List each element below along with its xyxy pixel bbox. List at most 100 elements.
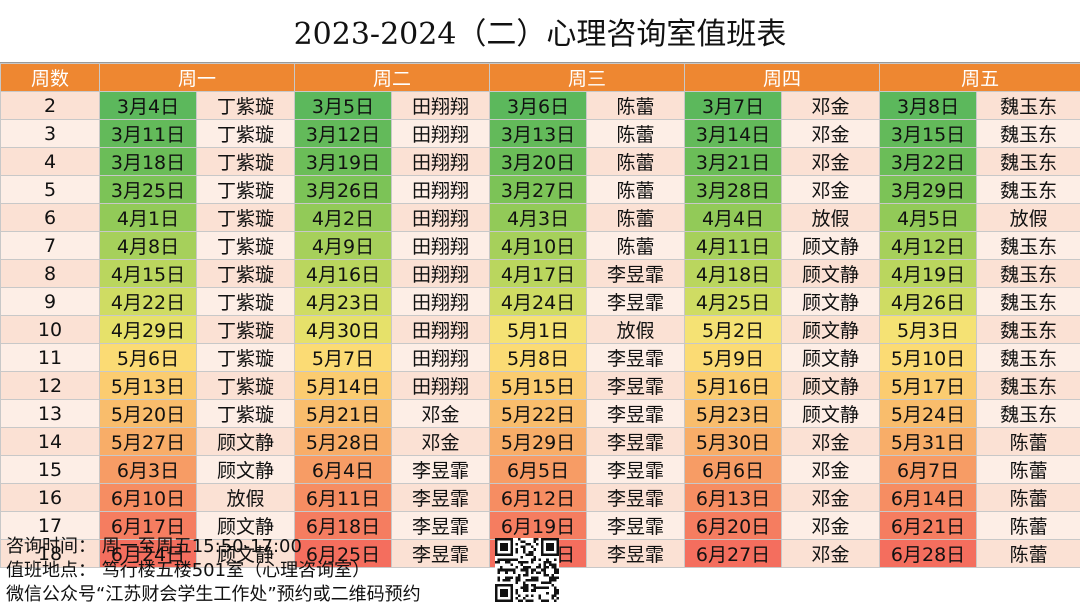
staff-name-cell: 顾文静 — [781, 371, 881, 400]
date-cell: 5月14日 — [294, 371, 393, 400]
date-cell: 4月10日 — [489, 231, 588, 260]
date-cell: 5月17日 — [879, 371, 978, 400]
staff-name-cell: 丁紫璇 — [195, 203, 296, 232]
staff-name-cell: 陈蕾 — [976, 483, 1080, 512]
date-cell: 6月20日 — [684, 511, 783, 540]
week-number: 15 — [0, 455, 100, 484]
table-row: 6 4月1日 丁紫璇 4月2日 田翔翔 4月3日 陈蕾 4月4日 放假 4月5日 放假 — [0, 203, 1080, 232]
date-cell: 6月4日 — [294, 455, 393, 484]
date-cell: 5月16日 — [684, 371, 783, 400]
staff-name-cell: 丁紫璇 — [195, 399, 296, 428]
date-cell: 3月28日 — [684, 175, 783, 204]
qr-code-icon[interactable] — [495, 538, 559, 602]
staff-name-cell: 丁紫璇 — [195, 231, 296, 260]
table-row: 13 5月20日 丁紫璇 5月21日 邓金 5月22日 李昱霏 5月23日 顾文静 5月24日 魏玉… — [0, 399, 1080, 428]
staff-name-cell: 田翔翔 — [391, 175, 491, 204]
date-cell: 6月3日 — [99, 455, 197, 484]
staff-name-cell: 魏玉东 — [976, 315, 1080, 344]
staff-name-cell: 邓金 — [781, 455, 881, 484]
date-cell: 3月12日 — [294, 119, 393, 148]
staff-name-cell: 顾文静 — [195, 539, 296, 568]
date-cell: 6月14日 — [879, 483, 978, 512]
staff-name-cell: 邓金 — [781, 147, 881, 176]
date-cell: 4月29日 — [99, 315, 197, 344]
date-cell: 3月6日 — [489, 91, 588, 120]
staff-name-cell: 魏玉东 — [976, 119, 1080, 148]
staff-name-cell: 顾文静 — [781, 343, 881, 372]
date-cell: 3月14日 — [684, 119, 783, 148]
staff-name-cell: 李昱霏 — [391, 483, 491, 512]
staff-name-cell: 魏玉东 — [976, 371, 1080, 400]
date-cell: 4月2日 — [294, 203, 393, 232]
date-cell: 3月20日 — [489, 147, 588, 176]
date-cell: 4月24日 — [489, 287, 588, 316]
staff-name-cell: 陈蕾 — [586, 175, 686, 204]
staff-name-cell: 邓金 — [781, 483, 881, 512]
table-row: 4 3月18日 丁紫璇 3月19日 田翔翔 3月20日 陈蕾 3月21日 邓金 3月22日 魏玉东 — [0, 147, 1080, 176]
staff-name-cell: 放假 — [195, 483, 296, 512]
date-cell: 5月27日 — [99, 427, 197, 456]
date-cell: 3月22日 — [879, 147, 978, 176]
staff-name-cell: 田翔翔 — [391, 259, 491, 288]
date-cell: 6月5日 — [489, 455, 588, 484]
staff-name-cell: 丁紫璇 — [195, 315, 296, 344]
staff-name-cell: 邓金 — [781, 119, 881, 148]
table-row: 11 5月6日 丁紫璇 5月7日 田翔翔 5月8日 李昱霏 5月9日 顾文静 5月10日 魏玉东 — [0, 343, 1080, 372]
date-cell: 3月21日 — [684, 147, 783, 176]
staff-name-cell: 顾文静 — [781, 287, 881, 316]
date-cell: 3月4日 — [99, 91, 197, 120]
staff-name-cell: 丁紫璇 — [195, 119, 296, 148]
week-number: 10 — [0, 315, 100, 344]
date-cell: 4月16日 — [294, 259, 393, 288]
staff-name-cell: 陈蕾 — [586, 231, 686, 260]
table-row: 15 6月3日 顾文静 6月4日 李昱霏 6月5日 李昱霏 6月6日 邓金 6月7日 陈蕾 — [0, 455, 1080, 484]
staff-name-cell: 丁紫璇 — [195, 91, 296, 120]
staff-name-cell: 田翔翔 — [391, 119, 491, 148]
date-cell: 3月19日 — [294, 147, 393, 176]
staff-name-cell: 李昱霏 — [586, 427, 686, 456]
staff-name-cell: 陈蕾 — [586, 147, 686, 176]
date-cell: 4月26日 — [879, 287, 978, 316]
date-cell: 5月9日 — [684, 343, 783, 372]
schedule-body: 2 3月4日 丁紫璇 3月5日 田翔翔 3月6日 陈蕾 3月7日 邓金 3月8日 魏玉东 3 3月11日… — [0, 91, 1080, 568]
week-number: 13 — [0, 399, 100, 428]
staff-name-cell: 邓金 — [391, 427, 491, 456]
week-number: 18 — [0, 539, 100, 568]
date-cell: 6月19日 — [489, 511, 588, 540]
date-cell: 4月4日 — [684, 203, 783, 232]
date-cell: 5月10日 — [879, 343, 978, 372]
staff-name-cell: 魏玉东 — [976, 343, 1080, 372]
date-cell: 5月24日 — [879, 399, 978, 428]
staff-name-cell: 邓金 — [781, 539, 881, 568]
date-cell: 3月7日 — [684, 91, 783, 120]
staff-name-cell: 魏玉东 — [976, 175, 1080, 204]
staff-name-cell: 田翔翔 — [391, 91, 491, 120]
staff-name-cell: 魏玉东 — [976, 259, 1080, 288]
date-cell: 4月19日 — [879, 259, 978, 288]
date-cell: 5月22日 — [489, 399, 588, 428]
staff-name-cell: 放假 — [586, 315, 686, 344]
staff-name-cell: 田翔翔 — [391, 287, 491, 316]
date-cell: 6月27日 — [684, 539, 783, 568]
staff-name-cell: 李昱霏 — [586, 259, 686, 288]
week-number: 4 — [0, 147, 100, 176]
header-wednesday: 周三 — [489, 63, 686, 92]
week-number: 9 — [0, 287, 100, 316]
date-cell: 4月1日 — [99, 203, 197, 232]
staff-name-cell: 田翔翔 — [391, 315, 491, 344]
header-friday: 周五 — [879, 63, 1080, 92]
date-cell: 4月18日 — [684, 259, 783, 288]
date-cell: 6月21日 — [879, 511, 978, 540]
table-row: 5 3月25日 丁紫璇 3月26日 田翔翔 3月27日 陈蕾 3月28日 邓金 3月29日 魏玉东 — [0, 175, 1080, 204]
staff-name-cell: 陈蕾 — [586, 91, 686, 120]
header-monday: 周一 — [98, 63, 296, 92]
staff-name-cell: 田翔翔 — [391, 371, 491, 400]
table-row: 9 4月22日 丁紫璇 4月23日 田翔翔 4月24日 李昱霏 4月25日 顾文静 4月26日 魏玉… — [0, 287, 1080, 316]
staff-name-cell: 田翔翔 — [391, 343, 491, 372]
week-number: 2 — [0, 91, 100, 120]
table-row: 12 5月13日 丁紫璇 5月14日 田翔翔 5月15日 李昱霏 5月16日 顾文静 5月17日魏… — [0, 371, 1080, 400]
week-number: 14 — [0, 427, 100, 456]
page-title: 2023-2024（二）心理咨询室值班表 — [0, 0, 1080, 63]
date-cell: 3月18日 — [99, 147, 197, 176]
date-cell: 6月13日 — [684, 483, 783, 512]
